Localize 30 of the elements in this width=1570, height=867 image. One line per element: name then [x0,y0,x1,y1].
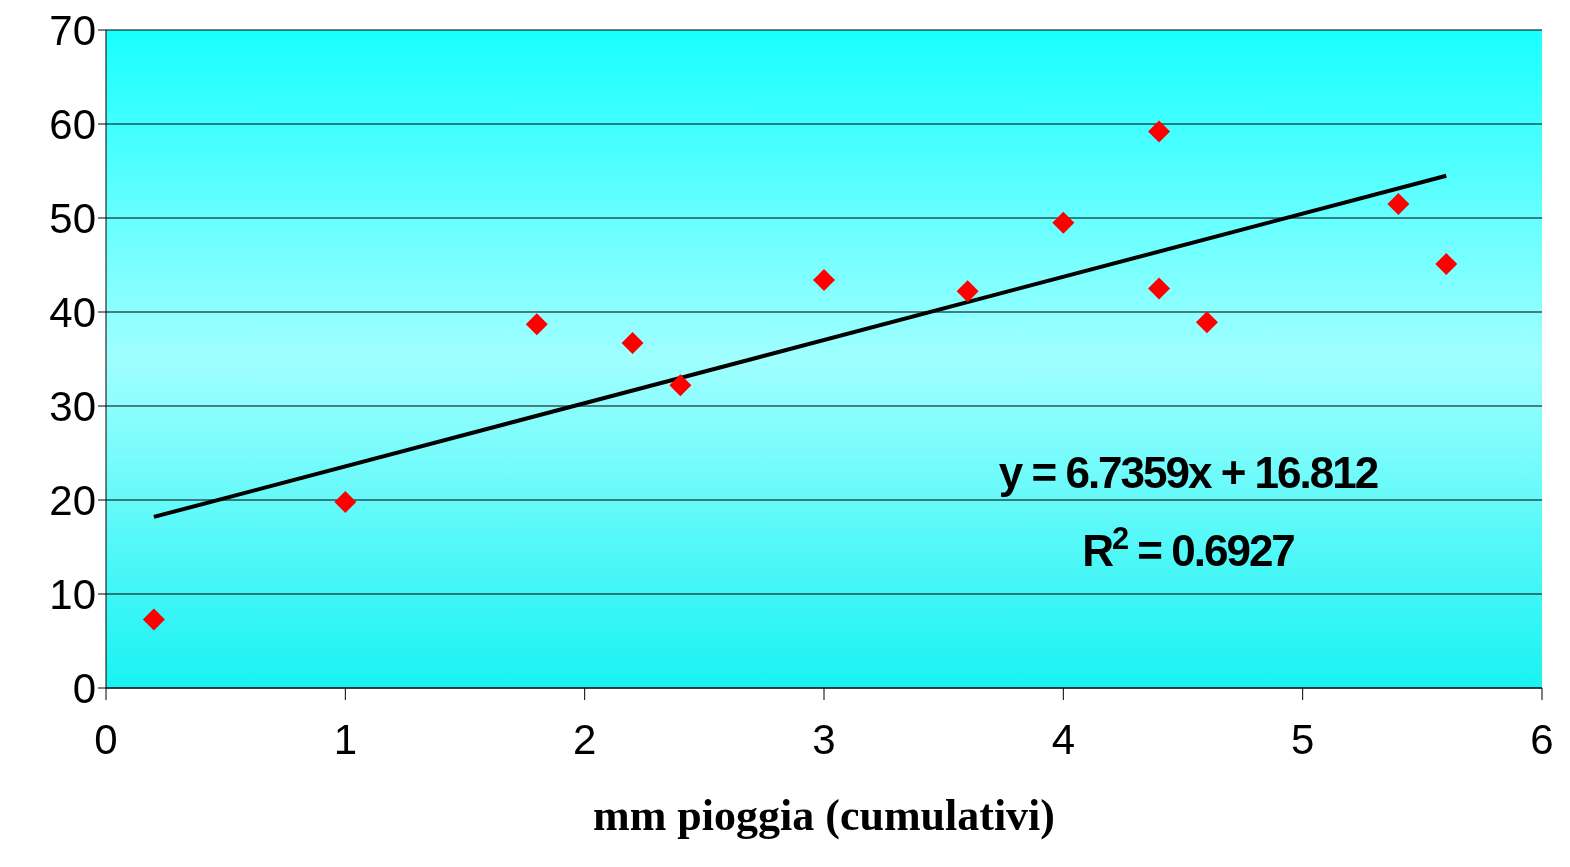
y-tick-label: 60 [49,100,96,148]
y-tick-label: 0 [72,664,96,712]
y-tick-label: 10 [49,570,96,618]
x-tick-label: 2 [572,715,597,763]
y-tick-label: 50 [49,194,96,242]
point [1052,211,1075,234]
point [142,608,165,631]
point [1387,192,1410,215]
point [621,332,644,355]
x-tick-label: 5 [1290,715,1315,763]
x-axis-title: mm pioggia (cumulativi) [593,791,1055,840]
point [1148,277,1171,300]
point [334,490,357,513]
x-tick-label: 4 [1051,715,1076,763]
x-tick-label: 3 [812,715,836,763]
point [1195,311,1218,334]
point [525,313,548,336]
point [1148,120,1171,143]
y-tick-label: 30 [49,382,96,430]
point [813,269,835,292]
point [1435,253,1458,276]
point [956,280,979,303]
point [669,374,692,397]
x-tick-label: 6 [1530,715,1554,763]
y-tick-label: 40 [49,288,96,336]
annotation: R$^{2}$ = 0.6927 [1082,520,1295,575]
y-tick-label: 70 [49,6,96,54]
annotation: y = 6.7359x + 16.812 [998,448,1378,497]
x-tick-label: 1 [333,715,358,763]
y-tick-label: 20 [49,476,96,524]
